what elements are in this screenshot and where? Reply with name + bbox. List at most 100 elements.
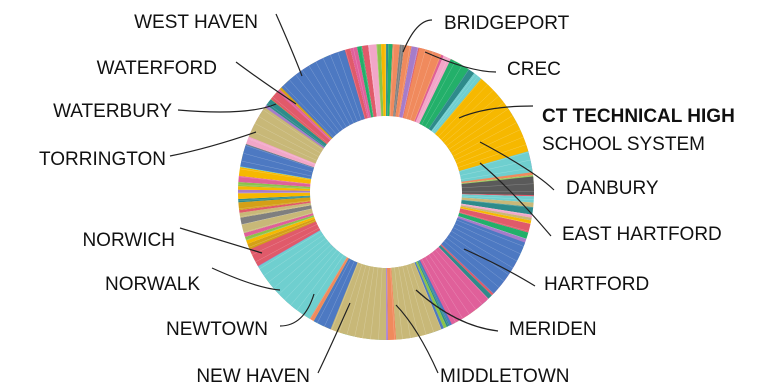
minor-slice <box>461 199 534 215</box>
slice-divider <box>460 207 531 224</box>
slice-divider <box>245 216 315 241</box>
label-danbury: DANBURY <box>566 178 659 199</box>
minor-slice <box>458 212 529 239</box>
slice-west-haven <box>281 49 365 139</box>
slice-divider <box>461 175 534 184</box>
slice-divider <box>268 238 326 283</box>
slice-divider <box>248 137 316 165</box>
slice-divider <box>290 250 338 306</box>
slice-divider <box>453 227 518 262</box>
minor-slice <box>460 206 532 224</box>
minor-slice <box>238 197 311 211</box>
minor-slice <box>238 192 311 200</box>
leader-waterbury <box>177 103 277 113</box>
slice-divider <box>339 264 363 333</box>
slice-divider <box>460 203 533 216</box>
leader-new-haven <box>317 302 351 374</box>
slice-divider <box>315 61 351 126</box>
slice-divider <box>238 184 311 189</box>
minor-slice <box>241 208 313 234</box>
slice-divider <box>417 260 449 327</box>
minor-slice <box>395 45 412 118</box>
label-crec: CREC <box>507 59 561 80</box>
slice-divider <box>277 90 331 141</box>
minor-slice <box>417 260 450 327</box>
slice-divider <box>451 230 514 269</box>
slice-divider <box>259 231 322 270</box>
slice-divider <box>241 208 312 225</box>
minor-slice <box>275 89 332 142</box>
minor-slice <box>246 216 315 244</box>
label-bridgeport: BRIDGEPORT <box>444 13 570 34</box>
minor-slice <box>368 44 382 117</box>
leader-east-hartford <box>479 162 552 237</box>
slice-divider <box>417 57 449 124</box>
slice-divider <box>240 204 312 217</box>
slice-divider <box>398 45 411 118</box>
minor-slice <box>460 203 533 218</box>
minor-slice <box>240 205 312 225</box>
slice-divider <box>331 262 359 330</box>
slice-divider <box>431 73 476 132</box>
slice-divider <box>251 130 317 161</box>
minor-slice <box>238 181 311 189</box>
slice-divider <box>238 200 311 209</box>
slice-divider <box>398 266 411 339</box>
slice-divider <box>258 116 321 154</box>
slice-newtown <box>313 258 358 330</box>
leader-west-haven <box>275 13 303 77</box>
slice-divider <box>402 266 419 337</box>
slice-hartford <box>441 217 526 294</box>
minor-slice <box>238 167 312 184</box>
minor-slice <box>387 267 397 340</box>
leader-bridgeport <box>402 19 433 53</box>
minor-slice <box>246 138 316 168</box>
slice-divider <box>435 249 483 305</box>
leader-meriden <box>415 289 499 332</box>
minor-slice <box>386 44 389 117</box>
label-waterbury: WATERBURY <box>53 101 172 122</box>
slice-divider <box>450 115 513 153</box>
minor-slice <box>461 197 534 208</box>
minor-slice <box>438 245 492 299</box>
slice-divider <box>376 44 382 117</box>
slice-divider <box>370 267 379 340</box>
slice-divider <box>454 129 521 161</box>
leader-norwalk <box>211 267 281 291</box>
donut-slices <box>237 43 535 341</box>
minor-slice <box>239 201 311 213</box>
slice-divider <box>273 241 329 289</box>
slice-divider <box>238 176 311 185</box>
slice-divider <box>241 160 312 177</box>
slice-divider <box>238 196 311 201</box>
slice-divider <box>251 224 318 255</box>
slice-new-haven <box>329 262 386 340</box>
slice-divider <box>421 258 456 323</box>
minor-slice <box>415 55 452 124</box>
leader-ct-technical-high-school-system <box>458 105 534 119</box>
label-east-hartford: EAST HARTFORD <box>562 224 722 245</box>
minor-slice <box>238 195 311 203</box>
slice-divider <box>337 51 362 121</box>
leader-danbury <box>479 141 555 191</box>
slice-divider <box>255 227 320 263</box>
label-newtown: NEWTOWN <box>166 319 268 340</box>
slice-divider <box>456 219 524 247</box>
slice-divider <box>428 69 470 130</box>
label-middletown: MIDDLETOWN <box>440 366 569 383</box>
slice-divider <box>406 49 426 119</box>
minor-slice <box>393 44 405 117</box>
slice-divider <box>461 199 534 208</box>
slice-divider <box>324 261 355 327</box>
slice-divider <box>461 195 534 200</box>
slice-torrington <box>240 144 314 179</box>
label-hartford: HARTFORD <box>544 274 649 295</box>
slice-divider <box>267 102 326 147</box>
minor-slice <box>357 45 374 118</box>
slice-ct-technical-high-school-system <box>434 78 529 172</box>
minor-slice <box>399 46 419 118</box>
slice-divider <box>410 51 434 121</box>
slice-middletown <box>391 262 442 340</box>
slice-divider <box>459 211 529 232</box>
